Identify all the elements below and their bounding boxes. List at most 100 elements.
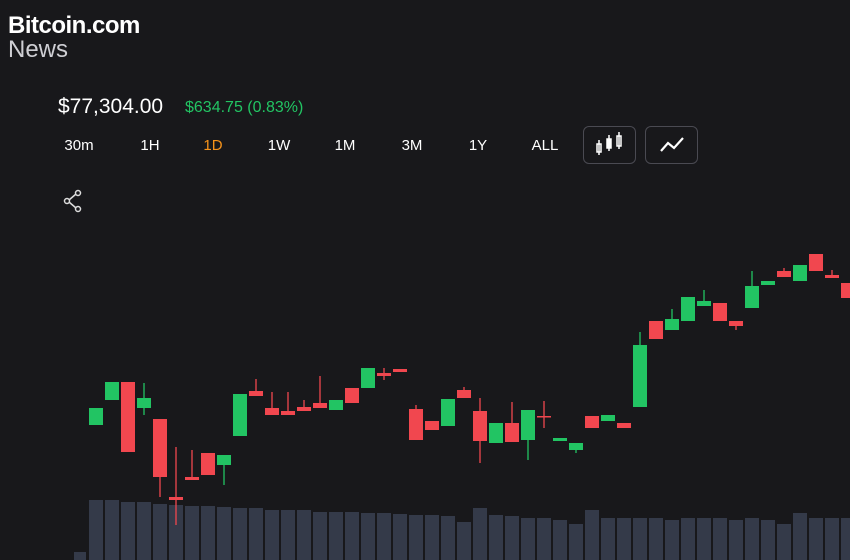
volume-bar: [729, 520, 743, 560]
candle-body: [505, 423, 519, 442]
volume-bar: [361, 513, 375, 560]
tab[interactable]: ALL: [531, 137, 559, 154]
candle-body: [441, 399, 455, 426]
volume-bar: [745, 518, 759, 560]
volume-bar: [74, 552, 86, 560]
volume-bar: [233, 508, 247, 560]
candle-body: [217, 455, 231, 465]
volume-bar: [473, 508, 487, 560]
volume-bar: [281, 510, 295, 560]
candle-body: [153, 419, 167, 477]
candle-body: [473, 411, 487, 441]
volume-bar: [665, 520, 679, 560]
tab[interactable]: 1M: [334, 137, 356, 154]
volume-bar: [681, 518, 695, 560]
volume-bar: [617, 518, 631, 560]
candle-body: [809, 254, 823, 271]
volume-bar: [249, 508, 263, 560]
volume-bar: [265, 510, 279, 560]
volume-bar: [201, 506, 215, 560]
volume-bar: [809, 518, 823, 560]
volume-bar: [633, 518, 647, 560]
candle-body: [697, 301, 711, 306]
volume-bar: [457, 522, 471, 560]
tab[interactable]: 1D: [203, 137, 223, 154]
volume-bar: [777, 524, 791, 560]
volume-bar: [377, 513, 391, 560]
volume-bar: [585, 510, 599, 560]
candle-body: [297, 407, 311, 411]
candle-body: [169, 497, 183, 500]
candle-body: [617, 423, 631, 428]
tab[interactable]: 1H: [140, 137, 160, 154]
tab[interactable]: 1Y: [468, 137, 488, 154]
candle-body: [569, 443, 583, 450]
volume-bar: [121, 502, 135, 560]
candle-body: [633, 345, 647, 407]
candle-body: [313, 403, 327, 408]
volume-bar: [441, 516, 455, 560]
candle-body: [265, 408, 279, 415]
candle-body: [409, 409, 423, 440]
candle-body: [761, 281, 775, 285]
volume-bar: [89, 500, 103, 560]
candle-body: [329, 400, 343, 410]
volume-bar: [185, 506, 199, 560]
tab[interactable]: 30m: [64, 137, 94, 154]
candle-body: [345, 388, 359, 403]
candle-body: [233, 394, 247, 436]
candle-body: [105, 382, 119, 400]
candle-body: [281, 411, 295, 415]
candle-body: [777, 271, 791, 277]
candle-icon: [596, 132, 622, 155]
volume-bar: [425, 515, 439, 560]
candle-body: [121, 382, 135, 452]
volume-bar: [601, 518, 615, 560]
volume-bar: [393, 514, 407, 560]
candle-body: [713, 303, 727, 321]
line-icon: [660, 137, 684, 152]
volume-bar: [649, 518, 663, 560]
candle-body: [361, 368, 375, 388]
volume-bar: [297, 510, 311, 560]
brand: Bitcoin.com: [8, 12, 140, 39]
volume-bar: [345, 512, 359, 560]
volume-bar: [793, 513, 807, 560]
volume-bar: [553, 520, 567, 560]
volume-bar: [153, 504, 167, 560]
price-change: $634.75 (0.83%): [185, 99, 304, 116]
line-button[interactable]: [645, 126, 698, 164]
volume-bar: [713, 518, 727, 560]
candle-body: [377, 373, 391, 376]
price: $77,304.00: [58, 95, 164, 118]
volume-bar: [761, 520, 775, 560]
tab[interactable]: 3M: [401, 137, 423, 154]
candle-body: [137, 398, 151, 408]
candle-body: [841, 283, 850, 298]
candle-body: [201, 453, 215, 475]
brand-sub: News: [8, 36, 69, 63]
volume-bar: [137, 502, 151, 560]
candle-body: [729, 321, 743, 326]
candle-body: [665, 319, 679, 330]
candle-body: [521, 410, 535, 440]
candle-body: [425, 421, 439, 430]
candle-button[interactable]: [583, 126, 636, 164]
tab[interactable]: 1W: [267, 137, 291, 154]
volume-bar: [217, 507, 231, 560]
volume-bar: [825, 518, 839, 560]
volume-bar: [537, 518, 551, 560]
volume-bar: [697, 518, 711, 560]
candle-body: [793, 265, 807, 281]
share-icon[interactable]: [63, 189, 83, 213]
candle-body: [585, 416, 599, 428]
volume-bar: [169, 505, 183, 560]
candle-body: [489, 423, 503, 443]
candle-body: [553, 438, 567, 441]
volume-bar: [521, 518, 535, 560]
volume-bar: [313, 512, 327, 560]
candle-body: [537, 416, 551, 418]
volume-bar: [105, 500, 119, 560]
